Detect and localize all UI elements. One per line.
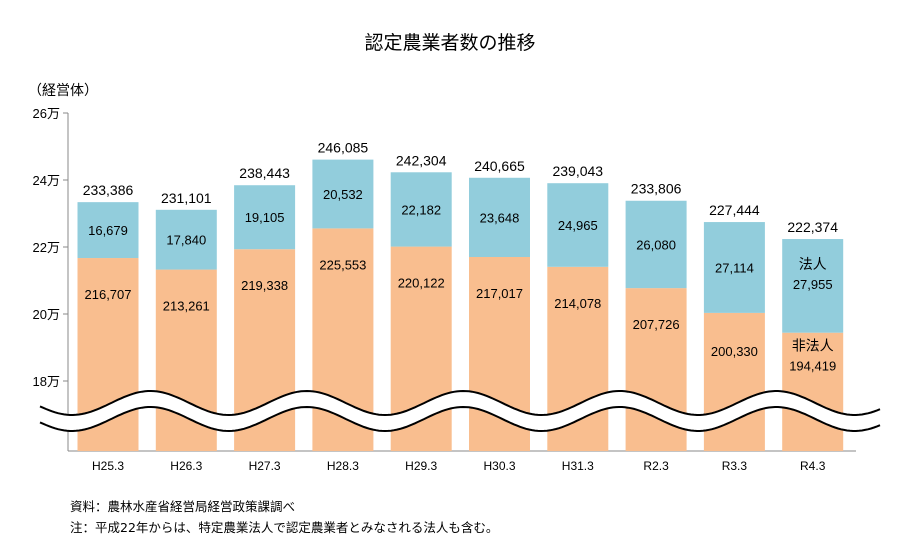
axis-break-band [40, 391, 880, 431]
x-tick-label: H26.3 [170, 459, 202, 473]
x-tick-label: R3.3 [722, 459, 748, 473]
x-tick-label: H29.3 [405, 459, 437, 473]
y-tick-label: 18万 [33, 374, 60, 389]
bar-segment-corporate [390, 172, 452, 247]
data-label-total: 222,374 [787, 219, 838, 235]
data-label-total: 242,304 [396, 152, 447, 168]
data-label-non-corporate: 225,553 [319, 257, 366, 272]
source-note: 資料：農林水産省経営局経営政策課調べ [70, 499, 296, 514]
bar-segment-corporate [77, 202, 139, 259]
x-tick-label: H28.3 [327, 459, 359, 473]
data-label-non-corporate: 217,017 [476, 286, 523, 301]
data-label-total: 238,443 [239, 165, 290, 181]
chart-title: 認定農業者数の推移 [364, 32, 536, 54]
x-tick-label: H25.3 [92, 459, 124, 473]
data-label-corporate: 20,532 [323, 187, 363, 202]
data-label-total: 233,386 [83, 182, 134, 198]
data-label-corporate: 24,965 [558, 218, 598, 233]
data-label-non-corporate: 207,726 [633, 317, 680, 332]
data-label-non-corporate: 200,330 [711, 344, 758, 359]
bar-segment-corporate [625, 200, 687, 289]
x-tick-label: R4.3 [800, 459, 826, 473]
bar-segment-corporate [155, 209, 217, 270]
data-label-total: 231,101 [161, 190, 212, 206]
x-tick-label: H27.3 [249, 459, 281, 473]
data-label-corporate: 19,105 [245, 210, 285, 225]
data-label-corporate: 16,679 [88, 223, 128, 238]
data-label-corporate: 26,080 [636, 237, 676, 252]
data-label-non-corporate: 219,338 [241, 278, 288, 293]
y-axis-unit-label: （経営体） [28, 83, 98, 99]
data-label-total: 227,444 [709, 202, 760, 218]
data-label-total: 240,665 [474, 158, 525, 174]
x-tick-label: H31.3 [562, 459, 594, 473]
footnote: 注：平成22年からは、特定農業法人で認定農業者とみなされる法人も含む。 [70, 520, 499, 535]
axis-break-line-upper [39, 389, 881, 417]
y-tick-label: 20万 [33, 307, 60, 322]
data-label-non-corporate: 216,707 [85, 287, 132, 302]
x-tick-label: H30.3 [483, 459, 515, 473]
y-tick-label: 26万 [33, 106, 60, 121]
bar-segment-corporate [547, 183, 609, 267]
data-label-non-corporate: 214,078 [554, 296, 601, 311]
data-label-corporate: 23,648 [480, 210, 520, 225]
bar-segment-non-corporate [782, 332, 844, 451]
data-label-total: 239,043 [552, 163, 603, 179]
legend-label-non-corporate: 非法人 [792, 338, 834, 354]
bar-segment-corporate [782, 239, 844, 333]
data-label-total: 246,085 [318, 140, 369, 156]
data-label-corporate: 22,182 [401, 202, 441, 217]
y-tick-label: 24万 [33, 173, 60, 188]
data-label-total: 233,806 [631, 181, 682, 197]
data-label-corporate: 17,840 [166, 233, 206, 248]
bar-segment-corporate [312, 159, 374, 229]
data-label-non-corporate: 194,419 [789, 359, 836, 374]
x-tick-label: R2.3 [643, 459, 669, 473]
axis-break-line-lower [39, 405, 881, 433]
legend-label-corporate: 法人 [799, 256, 827, 272]
chart-notes: 資料：農林水産省経営局経営政策課調べ 注：平成22年からは、特定農業法人で認定農… [70, 496, 498, 538]
bar-segment-non-corporate [703, 312, 765, 451]
data-label-non-corporate: 220,122 [398, 276, 445, 291]
y-tick-label: 22万 [33, 240, 60, 255]
bar-segment-corporate [234, 185, 296, 250]
bar-segment-corporate [469, 177, 530, 257]
data-label-corporate: 27,955 [793, 277, 833, 292]
data-label-corporate: 27,114 [715, 260, 754, 275]
bar-segment-corporate [703, 222, 765, 313]
data-label-non-corporate: 213,261 [163, 299, 210, 314]
